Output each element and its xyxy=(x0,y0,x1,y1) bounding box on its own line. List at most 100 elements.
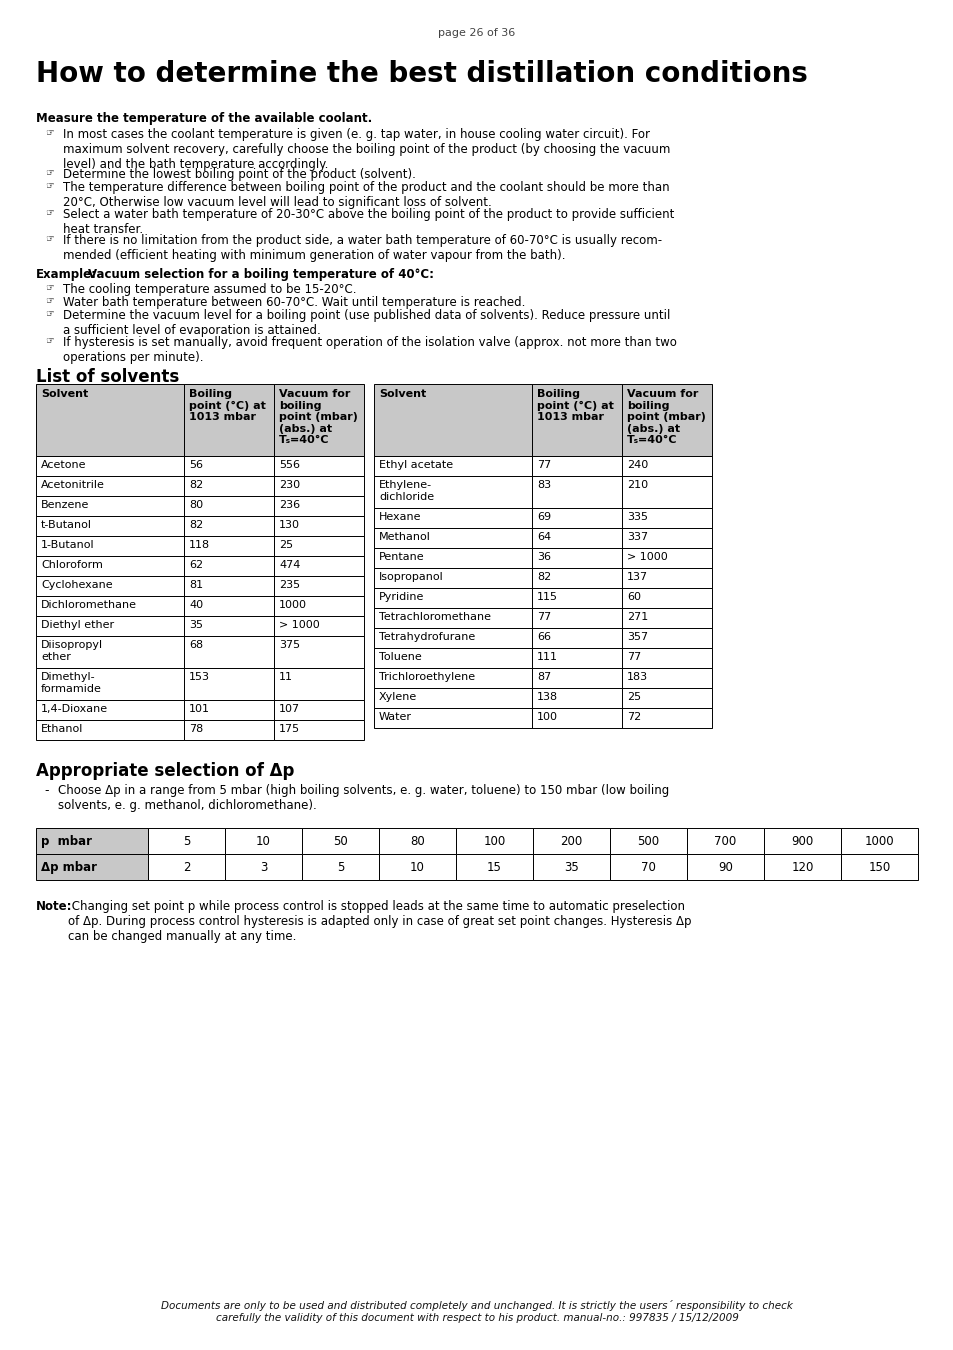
Text: ☞: ☞ xyxy=(46,181,54,190)
Text: 138: 138 xyxy=(537,693,558,702)
Text: 153: 153 xyxy=(189,672,210,682)
Bar xyxy=(374,589,532,608)
Bar xyxy=(274,595,364,616)
Bar xyxy=(609,828,686,855)
Bar xyxy=(36,477,184,495)
Text: The cooling temperature assumed to be 15-20°C.: The cooling temperature assumed to be 15… xyxy=(63,284,356,296)
Bar xyxy=(36,668,184,701)
Text: 150: 150 xyxy=(867,861,890,873)
Bar xyxy=(36,701,184,720)
Text: Acetonitrile: Acetonitrile xyxy=(41,481,105,490)
Text: 60: 60 xyxy=(626,593,640,602)
Bar xyxy=(302,828,378,855)
Bar xyxy=(184,636,274,668)
Bar xyxy=(621,548,711,568)
Text: 82: 82 xyxy=(189,520,203,531)
Text: 183: 183 xyxy=(626,672,647,682)
Text: 36: 36 xyxy=(537,552,551,562)
Bar xyxy=(274,668,364,701)
Text: > 1000: > 1000 xyxy=(626,552,667,562)
Bar xyxy=(374,688,532,707)
Text: Vacuum for
boiling
point (mbar)
(abs.) at
Tₛ=40°C: Vacuum for boiling point (mbar) (abs.) a… xyxy=(626,389,705,446)
Text: Documents are only to be used and distributed completely and unchanged. It is st: Documents are only to be used and distri… xyxy=(161,1300,792,1311)
Text: Ethylene-
dichloride: Ethylene- dichloride xyxy=(378,481,434,502)
Bar xyxy=(378,828,456,855)
Text: Trichloroethylene: Trichloroethylene xyxy=(378,672,475,682)
Text: 5: 5 xyxy=(183,836,190,848)
Text: Boiling
point (°C) at
1013 mbar: Boiling point (°C) at 1013 mbar xyxy=(537,389,613,423)
Text: p  mbar: p mbar xyxy=(41,836,91,848)
Bar xyxy=(374,508,532,528)
Text: t-Butanol: t-Butanol xyxy=(41,520,91,531)
Bar xyxy=(274,516,364,536)
Text: Select a water bath temperature of 20-30°C above the boiling point of the produc: Select a water bath temperature of 20-30… xyxy=(63,208,674,236)
Bar xyxy=(621,589,711,608)
Text: Changing set point p while process control is stopped leads at the same time to : Changing set point p while process contr… xyxy=(68,900,691,944)
Text: ☞: ☞ xyxy=(46,234,54,244)
Text: 50: 50 xyxy=(333,836,348,848)
Bar xyxy=(36,383,184,456)
Bar xyxy=(374,568,532,589)
Text: page 26 of 36: page 26 of 36 xyxy=(438,28,515,38)
Text: Ethyl acetate: Ethyl acetate xyxy=(378,460,453,470)
Bar xyxy=(621,477,711,508)
Bar xyxy=(184,668,274,701)
Bar xyxy=(621,528,711,548)
Bar xyxy=(274,576,364,595)
Bar xyxy=(36,456,184,477)
Bar xyxy=(621,508,711,528)
Text: If hysteresis is set manually, avoid frequent operation of the isolation valve (: If hysteresis is set manually, avoid fre… xyxy=(63,336,677,364)
Bar xyxy=(184,595,274,616)
Text: 82: 82 xyxy=(189,481,203,490)
Bar xyxy=(274,556,364,576)
Bar xyxy=(36,828,148,855)
Text: 1,4-Dioxane: 1,4-Dioxane xyxy=(41,703,108,714)
Bar xyxy=(621,668,711,688)
Text: Measure the temperature of the available coolant.: Measure the temperature of the available… xyxy=(36,112,372,126)
Text: 335: 335 xyxy=(626,512,647,522)
Bar xyxy=(621,608,711,628)
Text: In most cases the coolant temperature is given (e. g. tap water, in house coolin: In most cases the coolant temperature is… xyxy=(63,128,670,171)
Text: Vacuum for
boiling
point (mbar)
(abs.) at
Tₛ=40°C: Vacuum for boiling point (mbar) (abs.) a… xyxy=(278,389,357,446)
Bar xyxy=(456,828,533,855)
Text: 100: 100 xyxy=(483,836,505,848)
Text: 10: 10 xyxy=(255,836,271,848)
Text: 500: 500 xyxy=(637,836,659,848)
Text: ☞: ☞ xyxy=(46,336,54,346)
Bar xyxy=(36,576,184,595)
Text: 25: 25 xyxy=(278,540,293,549)
Bar xyxy=(184,516,274,536)
Bar xyxy=(374,548,532,568)
Text: 1000: 1000 xyxy=(863,836,893,848)
Text: ☞: ☞ xyxy=(46,167,54,178)
Bar xyxy=(621,707,711,728)
Bar xyxy=(274,456,364,477)
Text: 3: 3 xyxy=(259,861,267,873)
Bar xyxy=(378,855,456,880)
Text: Diisopropyl
ether: Diisopropyl ether xyxy=(41,640,103,662)
Text: 235: 235 xyxy=(278,580,300,590)
Bar xyxy=(621,628,711,648)
Text: -: - xyxy=(44,784,49,796)
Text: 66: 66 xyxy=(537,632,551,643)
Text: Hexane: Hexane xyxy=(378,512,421,522)
Text: 82: 82 xyxy=(537,572,551,582)
Text: Water bath temperature between 60-70°C. Wait until temperature is reached.: Water bath temperature between 60-70°C. … xyxy=(63,296,525,309)
Bar xyxy=(274,636,364,668)
Text: carefully the validity of this document with respect to his product. manual-no.:: carefully the validity of this document … xyxy=(215,1314,738,1323)
Text: 175: 175 xyxy=(278,724,300,734)
Text: Dichloromethane: Dichloromethane xyxy=(41,599,137,610)
Text: 81: 81 xyxy=(189,580,203,590)
Bar xyxy=(274,383,364,456)
Text: Solvent: Solvent xyxy=(41,389,89,400)
Text: Pentane: Pentane xyxy=(378,552,424,562)
Bar xyxy=(274,701,364,720)
Text: 474: 474 xyxy=(278,560,300,570)
Bar xyxy=(532,477,621,508)
Text: 80: 80 xyxy=(410,836,424,848)
Bar xyxy=(374,608,532,628)
Bar xyxy=(36,495,184,516)
Bar xyxy=(456,855,533,880)
Text: 700: 700 xyxy=(714,836,736,848)
Text: Isopropanol: Isopropanol xyxy=(378,572,443,582)
